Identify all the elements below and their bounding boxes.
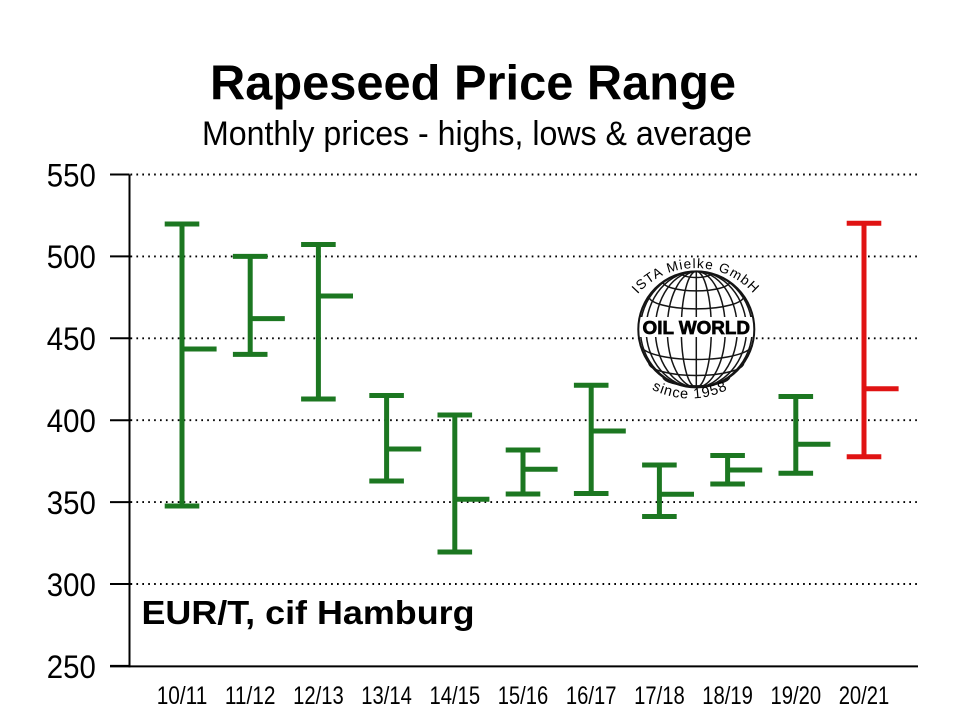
svg-text:EUR/T, cif Hamburg: EUR/T, cif Hamburg [142,594,475,631]
svg-text:11/12: 11/12 [225,682,276,710]
svg-text:13/14: 13/14 [361,682,412,710]
svg-text:Rapeseed Price Range: Rapeseed Price Range [210,56,736,110]
svg-text:350: 350 [47,485,96,521]
svg-text:550: 550 [47,157,96,193]
svg-text:16/17: 16/17 [566,682,617,710]
svg-text:250: 250 [47,649,96,685]
svg-text:17/18: 17/18 [634,682,685,710]
svg-text:400: 400 [47,403,96,439]
svg-text:20/21: 20/21 [839,682,890,710]
svg-text:300: 300 [47,567,96,603]
svg-text:14/15: 14/15 [430,682,481,710]
svg-text:18/19: 18/19 [702,682,753,710]
svg-text:15/16: 15/16 [498,682,549,710]
svg-text:Monthly prices - highs, lows &: Monthly prices - highs, lows & average [202,115,752,153]
svg-text:450: 450 [47,321,96,357]
svg-text:500: 500 [47,239,96,275]
svg-text:12/13: 12/13 [293,682,344,710]
svg-text:10/11: 10/11 [157,682,208,710]
svg-text:OIL WORLD: OIL WORLD [643,317,751,338]
svg-text:19/20: 19/20 [771,682,822,710]
